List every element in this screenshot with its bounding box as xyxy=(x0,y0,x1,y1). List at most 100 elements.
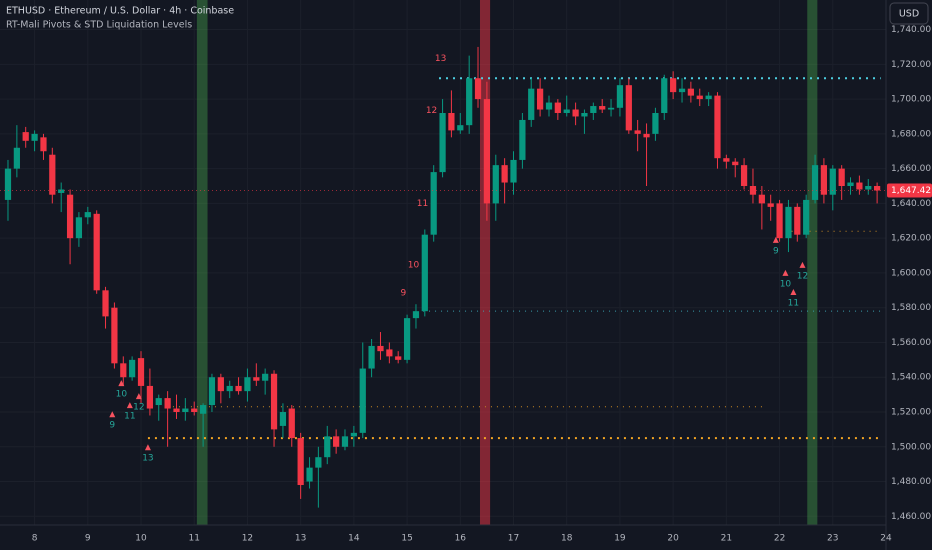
candle-body xyxy=(510,159,517,183)
candle-body xyxy=(856,182,863,190)
pivot-count: 10 xyxy=(116,390,128,400)
candle-body xyxy=(430,172,437,235)
y-tick-label: 1,580.00 xyxy=(891,303,931,313)
candle-body xyxy=(519,119,526,160)
candle-body xyxy=(572,109,579,117)
x-tick-label: 15 xyxy=(401,534,412,544)
candle-body xyxy=(687,88,694,96)
candle-body xyxy=(678,88,686,93)
candle-body xyxy=(102,290,109,317)
pivot-arrow xyxy=(790,289,797,296)
candle-body xyxy=(412,311,420,319)
candle-body xyxy=(448,112,455,131)
candle-body xyxy=(599,106,606,110)
pivot-count: 11 xyxy=(417,199,428,209)
y-tick-label: 1,540.00 xyxy=(891,373,931,383)
x-tick-label: 16 xyxy=(455,534,467,544)
candle-body xyxy=(244,377,251,392)
candle-body xyxy=(279,412,287,426)
pivot-count: 12 xyxy=(797,271,808,281)
candle-body xyxy=(865,186,872,190)
candle-body xyxy=(421,234,428,312)
pivot-count: 11 xyxy=(124,412,135,422)
pivot-count: 12 xyxy=(133,403,144,413)
pivot-arrow xyxy=(135,393,142,400)
candle-body xyxy=(732,161,739,166)
candle-body xyxy=(288,408,295,439)
candle-body xyxy=(616,85,624,108)
candle-body xyxy=(297,438,304,486)
last-price-tag xyxy=(887,183,932,198)
currency-button[interactable] xyxy=(889,2,929,25)
y-tick-label: 1,740.00 xyxy=(891,25,931,35)
candle-body xyxy=(785,206,792,239)
candle-body xyxy=(625,85,632,131)
candle-body xyxy=(49,154,56,195)
candle-body xyxy=(545,102,553,110)
candle-body xyxy=(386,349,393,357)
highlight-band xyxy=(196,0,208,525)
candle-body xyxy=(155,398,162,406)
x-tick-label: 10 xyxy=(135,534,147,544)
candle-body xyxy=(359,368,366,433)
candle-body xyxy=(191,408,198,413)
candle-body xyxy=(341,436,349,447)
candle-body xyxy=(457,125,464,131)
candle-body xyxy=(173,408,180,413)
candle-body xyxy=(803,199,810,235)
pivot-arrow xyxy=(118,380,125,387)
time-axis-panel xyxy=(0,525,886,550)
candle-body xyxy=(208,377,216,406)
candle-body xyxy=(315,457,322,468)
candle-body xyxy=(767,203,774,207)
candle-body xyxy=(501,165,508,183)
candle-body xyxy=(182,408,189,413)
pivot-count: 13 xyxy=(435,54,446,64)
candle-body xyxy=(164,398,171,409)
candle-body xyxy=(137,358,145,386)
candle-body xyxy=(262,373,269,381)
y-tick-label: 1,620.00 xyxy=(891,234,931,244)
pivot-arrow xyxy=(144,444,151,451)
pivot-count: 10 xyxy=(408,260,420,270)
indicator-name: RT-Mali Pivots & STD Liquidation Levels xyxy=(6,20,192,31)
candle-body xyxy=(253,377,260,381)
candle-body xyxy=(350,432,357,437)
pivot-arrow xyxy=(126,402,133,409)
candle-body xyxy=(847,182,854,187)
x-tick-label: 23 xyxy=(827,534,838,544)
candle-body xyxy=(794,206,801,235)
y-tick-label: 1,460.00 xyxy=(891,512,931,522)
candle-body xyxy=(377,345,384,352)
candle-body xyxy=(93,213,100,291)
candle-body xyxy=(581,112,588,117)
candle-body xyxy=(643,133,650,138)
candle-body xyxy=(40,137,47,152)
candle-body xyxy=(111,307,118,364)
pivot-arrow xyxy=(772,236,779,243)
candle-body xyxy=(705,95,712,100)
chart-title: ETHUSD · Ethereum / U.S. Dollar · 4h · C… xyxy=(6,6,234,17)
candle-body xyxy=(129,359,136,378)
x-tick-label: 13 xyxy=(295,534,306,544)
candle-body xyxy=(661,78,668,113)
candle-body xyxy=(776,203,783,239)
candle-body xyxy=(270,373,278,430)
x-tick-label: 18 xyxy=(561,534,573,544)
pivot-arrow xyxy=(799,261,806,268)
pivot-count: 9 xyxy=(400,288,406,298)
candle-body xyxy=(528,88,535,120)
candle-body xyxy=(13,147,20,169)
x-tick-label: 12 xyxy=(242,534,253,544)
y-tick-label: 1,560.00 xyxy=(891,338,931,348)
candle-body xyxy=(758,194,765,204)
candle-body xyxy=(537,88,544,110)
candle-body xyxy=(66,194,74,239)
currency-label[interactable]: USD xyxy=(899,9,919,20)
x-tick-label: 24 xyxy=(880,534,892,544)
candle-body xyxy=(84,212,91,218)
highlight-band xyxy=(807,0,818,525)
candle-body xyxy=(466,78,473,126)
candle-body xyxy=(31,133,38,141)
